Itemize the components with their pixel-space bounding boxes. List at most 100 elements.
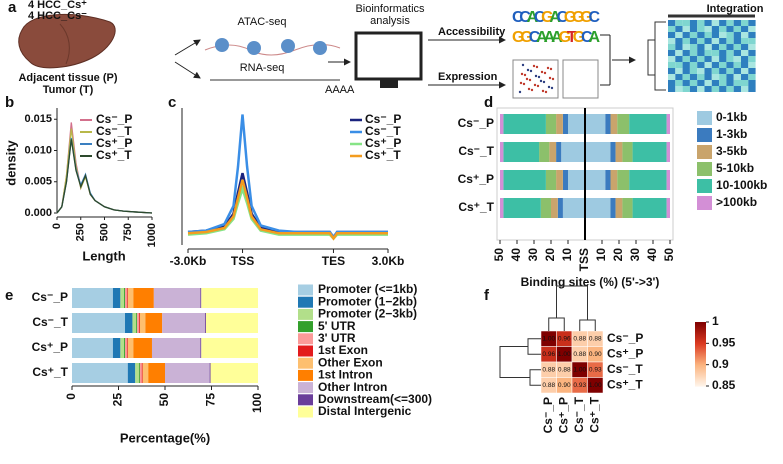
heatmap-cell xyxy=(719,68,727,74)
x-tick-label: TES xyxy=(322,254,345,268)
heatmap-cell xyxy=(748,62,756,68)
legend-label: Downstream(<=300) xyxy=(318,392,432,406)
heatmap-cell xyxy=(748,50,756,56)
heatmap-cell xyxy=(733,20,741,26)
x-tick-label: 25 xyxy=(111,393,125,407)
bar-segment xyxy=(204,313,206,333)
heatmap-cell xyxy=(726,56,734,62)
cell-label: 0.96 xyxy=(558,335,571,342)
bar-segment xyxy=(585,170,606,190)
volcano-dot xyxy=(546,66,550,70)
bar-segment xyxy=(562,170,568,190)
heatmap-cell xyxy=(675,26,683,32)
volcano-dot xyxy=(518,90,522,94)
bar-segment xyxy=(133,338,152,358)
legend-label: Cs⁺_T xyxy=(96,148,132,162)
heatmap-cell xyxy=(675,68,683,74)
cell-label: 1.00 xyxy=(558,351,571,358)
heatmap-cell xyxy=(668,38,676,44)
heatmap-cell xyxy=(689,86,698,92)
profile-line xyxy=(187,114,388,240)
heatmap-cell xyxy=(748,80,756,86)
bar-segment xyxy=(622,142,633,162)
bar-segment xyxy=(500,114,504,134)
heatmap-cell xyxy=(675,20,683,26)
panel-label: b xyxy=(5,94,14,111)
colorbar-label: 0.9 xyxy=(712,357,729,371)
bar-segment xyxy=(503,114,546,134)
legend-label: >100kb xyxy=(716,195,757,209)
bar-segment xyxy=(666,170,670,190)
bar-segment xyxy=(549,142,557,162)
heatmap-cell xyxy=(733,32,741,38)
heatmap-cell xyxy=(748,74,756,80)
bar-segment xyxy=(545,170,557,190)
row-dendrogram xyxy=(499,338,541,386)
heatmap-cell xyxy=(711,20,720,26)
integration-label: Integration xyxy=(707,3,764,15)
bar-segment xyxy=(153,288,201,308)
motif-logo: CCACGACGGGC xyxy=(512,9,600,26)
legend-swatch xyxy=(697,128,712,142)
profile-line xyxy=(187,179,388,241)
heatmap-cell xyxy=(741,80,749,86)
colorbar-label: 0.85 xyxy=(712,378,736,392)
x-tick-label: 10 xyxy=(594,248,608,262)
heatmap-cell xyxy=(733,62,741,68)
assay-label: RNA-seq xyxy=(240,62,285,74)
heatmap-cell xyxy=(675,32,683,38)
volcano-dot xyxy=(542,80,546,84)
legend-swatch xyxy=(298,308,313,320)
heatmap-cell xyxy=(719,56,727,62)
cell-label: 0.88 xyxy=(573,351,586,358)
row-label: Cs⁺_T xyxy=(607,377,643,391)
legend-label: Cs⁻_T xyxy=(96,124,132,138)
y-tick-label: Cs⁻_P xyxy=(32,290,68,304)
heatmap-cell xyxy=(682,68,690,74)
y-tick-label: Cs⁺_P xyxy=(32,340,68,354)
x-axis-label: Percentage(%) xyxy=(120,430,210,445)
heatmap-cell xyxy=(682,62,690,68)
bar-segment xyxy=(615,142,623,162)
heatmap-cell xyxy=(697,56,705,62)
heatmap-cell xyxy=(726,62,734,68)
colorbar-step xyxy=(695,354,706,357)
bar-segment xyxy=(145,313,163,333)
legend-swatch xyxy=(298,296,313,308)
dendrogram xyxy=(647,21,666,91)
heatmap-cell xyxy=(719,86,727,92)
colorbar-step xyxy=(695,370,706,373)
colorbar-step xyxy=(695,362,706,365)
legend-swatch xyxy=(298,333,313,345)
heatmap-cell xyxy=(689,32,698,38)
y-tick-label: Cs⁻_T xyxy=(458,144,494,158)
x-tick-label: -3.0Kb xyxy=(170,254,207,268)
y-axis-label: density xyxy=(3,139,18,185)
heatmap-cell xyxy=(689,62,698,68)
colorbar-label: 0.95 xyxy=(712,336,736,350)
bar-segment xyxy=(139,363,142,383)
heatmap-cell xyxy=(675,50,683,56)
heatmap-cell xyxy=(704,80,712,86)
heatmap-cell xyxy=(682,86,690,92)
output-label: Accessibility xyxy=(438,26,506,38)
colorbar-step xyxy=(695,372,706,375)
monitor-stand xyxy=(380,80,398,88)
bar-segment xyxy=(200,288,202,308)
heatmap-cell xyxy=(726,20,734,26)
bar-segment xyxy=(617,170,630,190)
bar-segment xyxy=(120,338,125,358)
y-tick-label: Cs⁺_T xyxy=(32,365,68,379)
bar-segment xyxy=(605,170,611,190)
bar-segment xyxy=(610,142,616,162)
heatmap-cell xyxy=(719,20,727,26)
heatmap-cell xyxy=(689,44,698,50)
scatter-thumb xyxy=(562,59,599,99)
heatmap-cell xyxy=(733,86,741,92)
volcano-dot xyxy=(533,83,537,87)
colorbar-step xyxy=(695,352,706,355)
legend-label: 1st Intron xyxy=(318,368,373,382)
x-tick-label: 0 xyxy=(51,223,63,229)
nucleosome xyxy=(313,41,327,55)
bar-segment xyxy=(135,363,139,383)
